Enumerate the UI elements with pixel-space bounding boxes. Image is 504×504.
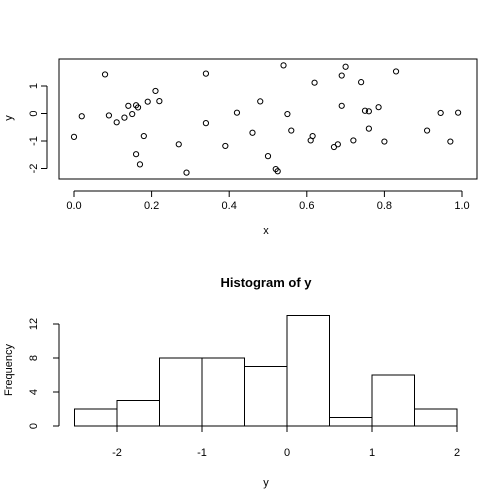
scatter-points: [70, 62, 462, 176]
scatter-x-tick-label: 0.6: [299, 200, 314, 212]
scatter-point: [423, 127, 431, 134]
scatter-point: [132, 151, 140, 158]
scatter-point: [202, 120, 210, 127]
scatter-point: [121, 114, 128, 121]
scatter-point: [105, 112, 113, 119]
scatter-point: [101, 71, 109, 78]
histogram-bar: [201, 357, 245, 427]
scatter-x-tick-label: 0.4: [222, 200, 237, 212]
scatter-point: [264, 153, 272, 160]
histogram-bar: [74, 408, 118, 427]
scatter-point: [392, 68, 400, 75]
scatter-panel: 0.0 0.2 0.4 0.6 0.8 1.0 -2 -1 0 1 x y: [3, 58, 478, 237]
scatter-x-label: x: [263, 225, 269, 237]
scatter-point: [350, 137, 357, 144]
scatter-x-tick-label: 0.8: [377, 200, 392, 212]
scatter-point: [175, 141, 182, 148]
histogram-y-tick-label: 0: [28, 423, 40, 429]
histogram-x-label: y: [263, 477, 269, 489]
scatter-y-label: y: [3, 115, 15, 121]
scatter-point: [338, 102, 345, 109]
scatter-point: [202, 70, 210, 77]
scatter-point: [361, 107, 369, 114]
scatter-point: [257, 98, 264, 105]
scatter-point: [233, 109, 241, 116]
scatter-x-tick-label: 0.2: [144, 200, 159, 212]
scatter-point: [381, 138, 388, 145]
scatter-x-axis: 0.0 0.2 0.4 0.6 0.8 1.0: [66, 190, 470, 212]
scatter-point: [365, 125, 372, 132]
scatter-point: [183, 169, 190, 176]
scatter-point: [134, 104, 142, 111]
scatter-x-tick-label: 1.0: [454, 200, 469, 212]
scatter-point: [365, 108, 372, 115]
scatter-y-tick-label: -1: [28, 136, 40, 146]
scatter-point: [284, 110, 291, 118]
scatter-point: [342, 63, 349, 70]
scatter-point: [358, 79, 365, 86]
scatter-y-tick-label: -2: [28, 164, 40, 174]
scatter-point: [447, 138, 454, 145]
histogram-bars: [74, 315, 458, 427]
histogram-y-tick-label: 8: [28, 355, 40, 361]
scatter-point: [78, 113, 85, 120]
scatter-point: [455, 109, 462, 116]
histogram-bar: [116, 400, 160, 427]
scatter-point: [156, 98, 163, 105]
histogram-x-tick-label: 2: [454, 447, 460, 459]
scatter-point: [311, 79, 318, 86]
scatter-point: [140, 132, 147, 140]
scatter-point: [280, 62, 287, 69]
histogram-bar: [371, 374, 415, 427]
histogram-bar: [244, 366, 288, 427]
histogram-y-tick-label: 12: [28, 318, 40, 330]
histogram-bar: [414, 408, 458, 427]
scatter-point: [309, 132, 316, 140]
scatter-point: [129, 110, 136, 118]
scatter-point: [125, 102, 132, 109]
scatter-point: [375, 104, 382, 111]
histogram-x-axis: -2 -1 0 1 2: [112, 425, 460, 459]
histogram-title: Histogram of y: [220, 275, 312, 290]
scatter-point: [222, 142, 229, 150]
scatter-point: [334, 141, 341, 148]
scatter-plot-frame: [58, 58, 478, 180]
histogram-x-tick-label: -1: [197, 447, 207, 459]
histogram-y-tick-label: 4: [28, 389, 40, 395]
histogram-y-label: Frequency: [3, 344, 15, 396]
scatter-point: [144, 98, 151, 105]
scatter-point: [437, 109, 444, 117]
histogram-x-tick-label: 1: [369, 447, 375, 459]
histogram-bar: [286, 315, 330, 427]
scatter-y-tick-label: 1: [28, 83, 40, 89]
histogram-bar: [329, 417, 373, 427]
scatter-point: [288, 127, 295, 134]
scatter-point: [338, 72, 345, 79]
scatter-point: [152, 87, 159, 95]
scatter-y-tick-label: 0: [28, 110, 40, 116]
scatter-point: [249, 129, 256, 136]
scatter-y-axis: -2 -1 0 1: [28, 83, 48, 174]
histogram-x-tick-label: 0: [284, 447, 290, 459]
scatter-point: [136, 161, 144, 168]
histogram-x-tick-label: -2: [112, 447, 122, 459]
histogram-bar: [159, 357, 203, 427]
scatter-point: [274, 168, 281, 175]
scatter-x-tick-label: 0.0: [66, 200, 81, 212]
histogram-y-axis: 0 4 8 12: [28, 318, 60, 429]
scatter-point: [113, 119, 120, 126]
scatter-point: [70, 133, 78, 140]
